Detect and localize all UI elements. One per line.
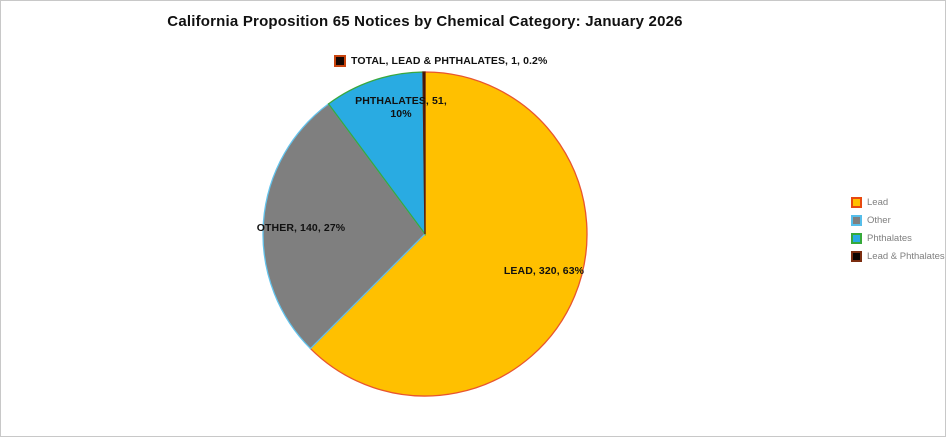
legend-label: Phthalates <box>867 233 912 244</box>
legend-key-icon <box>334 55 346 67</box>
legend-item-other: Other <box>851 215 945 226</box>
legend-swatch-lead-icon <box>851 197 862 208</box>
pie-slice-lead <box>309 71 588 397</box>
legend-item-phthalates: Phthalates <box>851 233 945 244</box>
chart-title: California Proposition 65 Notices by Che… <box>167 13 683 30</box>
legend-label: Other <box>867 215 891 226</box>
pie-label-lead: LEAD, 320, 63% <box>503 265 585 277</box>
legend-swatch-phthalates-icon <box>851 233 862 244</box>
legend-label: Lead & Phthalates <box>867 251 945 262</box>
legend: Lead Other Phthalates Lead & Phthalates <box>851 197 945 262</box>
legend-item-lead-phthalates: Lead & Phthalates <box>851 251 945 262</box>
pie-label-other: OTHER, 140, 27% <box>256 222 346 234</box>
pie-label-lead-phthalates-callout: TOTAL, LEAD & PHTHALATES, 1, 0.2% <box>334 55 547 67</box>
legend-swatch-lead-phthalates-icon <box>851 251 862 262</box>
pie-label-lead-phthalates: TOTAL, LEAD & PHTHALATES, 1, 0.2% <box>351 55 548 67</box>
legend-swatch-other-icon <box>851 215 862 226</box>
pie-slice-phthalates <box>327 71 426 237</box>
pie-label-phthalates: PHTHALATES, 51, 10% <box>355 95 447 120</box>
legend-label: Lead <box>867 197 889 208</box>
pie-slice-other <box>262 102 426 350</box>
legend-item-lead: Lead <box>851 197 945 208</box>
pie-slice-lead-phthalates <box>422 71 426 235</box>
